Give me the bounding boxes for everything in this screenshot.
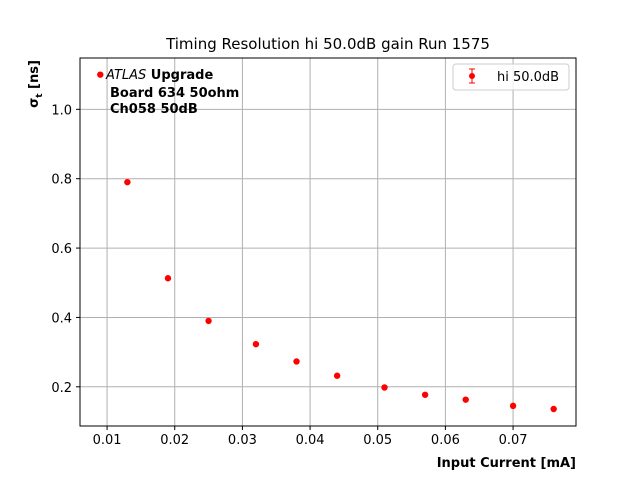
data-point: [252, 340, 260, 348]
data-point: [462, 396, 469, 403]
annotation-line-1: ATLAS Upgrade: [105, 68, 213, 83]
x-tick-label: 0.05: [363, 433, 392, 448]
data-point: [509, 402, 517, 410]
y-tick-label: 0.6: [51, 242, 72, 257]
chart-title: Timing Resolution hi 50.0dB gain Run 157…: [165, 35, 490, 53]
data-point: [164, 275, 172, 282]
y-axis-title: σt [ns]: [27, 60, 45, 108]
x-tick-label: 0.07: [499, 433, 528, 448]
x-tick-label: 0.06: [431, 433, 460, 448]
atlas-annotation: ATLAS Upgrade Board 634 50ohm Ch058 50dB: [105, 68, 239, 117]
annotation-line-3: Ch058 50dB: [110, 102, 198, 117]
data-point: [97, 71, 104, 78]
plot-frame: [79, 57, 577, 427]
x-tick-label: 0.04: [296, 433, 325, 448]
y-tick-label: 1.0: [51, 103, 72, 118]
data-point: [421, 391, 429, 398]
data-point: [550, 405, 557, 413]
y-axis-unit: [ns]: [27, 60, 42, 89]
data-point: [293, 358, 300, 365]
x-tick-label: 0.01: [93, 433, 122, 448]
data-point: [381, 384, 388, 391]
data-series-hi-50db: [97, 71, 557, 413]
y-tick-label: 0.4: [51, 311, 72, 326]
y-tick-label: 0.2: [51, 381, 72, 396]
y-tick-label: 0.8: [51, 173, 72, 188]
legend-box: [452, 63, 570, 91]
data-point: [124, 178, 131, 186]
x-tick-label: 0.03: [228, 433, 257, 448]
y-axis-subscript: t: [35, 93, 45, 98]
x-axis-title: Input Current [mA]: [437, 456, 576, 471]
annotation-upgrade: Upgrade: [146, 68, 213, 83]
x-tick-label: 0.02: [160, 433, 189, 448]
legend-marker: [469, 73, 475, 79]
grid-lines: [80, 58, 576, 426]
annotation-line-2: Board 634 50ohm: [110, 86, 239, 101]
legend-label: hi 50.0dB: [497, 70, 559, 85]
legend: hi 50.0dB: [452, 63, 570, 91]
data-point: [205, 317, 212, 325]
annotation-atlas: ATLAS: [105, 68, 146, 83]
y-axis-symbol: σ: [27, 98, 42, 108]
axis-ticks: 0.01 0.02 0.03 0.04 0.05 0.06 0.07 0.2 0.4 0.6 0.8…: [51, 103, 527, 448]
data-point: [333, 372, 341, 379]
